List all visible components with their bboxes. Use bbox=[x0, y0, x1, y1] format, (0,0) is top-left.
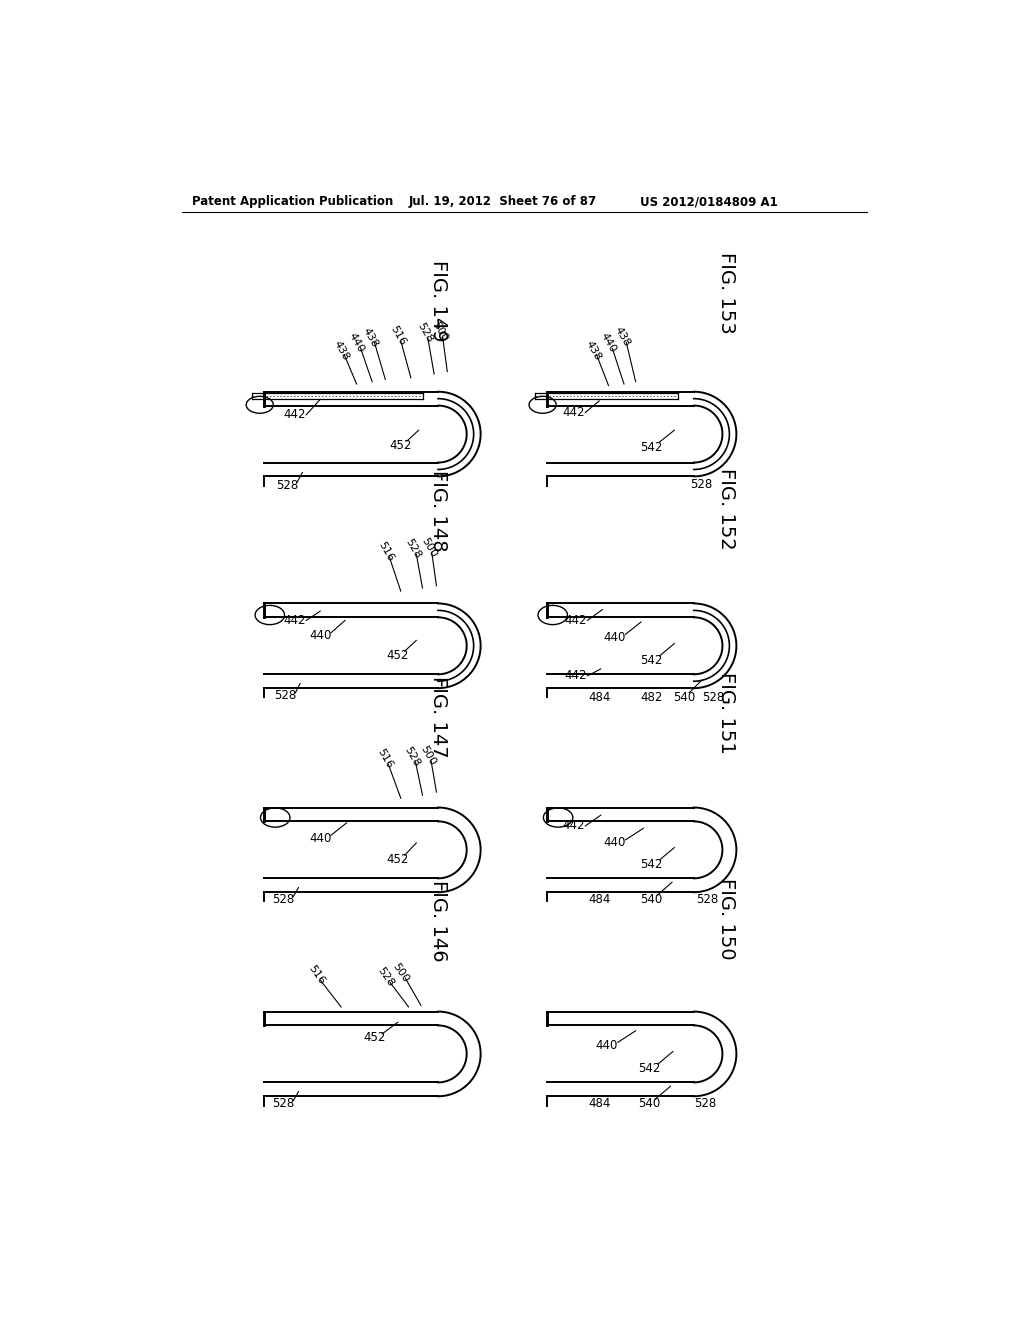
Text: FIG. 148: FIG. 148 bbox=[429, 470, 447, 552]
Text: 540: 540 bbox=[638, 1097, 659, 1110]
Text: 516: 516 bbox=[377, 540, 395, 562]
Text: 442: 442 bbox=[564, 669, 587, 682]
Text: 440: 440 bbox=[309, 630, 332, 643]
Text: 442: 442 bbox=[564, 614, 587, 627]
Text: 528: 528 bbox=[275, 479, 298, 492]
Text: 440: 440 bbox=[347, 331, 367, 355]
Text: 438: 438 bbox=[360, 326, 380, 350]
Text: 440: 440 bbox=[599, 331, 618, 355]
Text: 500: 500 bbox=[391, 961, 411, 985]
Text: 438: 438 bbox=[612, 325, 632, 348]
Text: 442: 442 bbox=[562, 407, 585, 418]
Text: 528: 528 bbox=[403, 537, 423, 561]
Text: 442: 442 bbox=[284, 408, 306, 421]
Text: FIG. 149: FIG. 149 bbox=[429, 260, 447, 342]
Text: 440: 440 bbox=[603, 631, 626, 644]
Text: FIG. 146: FIG. 146 bbox=[429, 880, 447, 961]
Text: 528: 528 bbox=[415, 322, 434, 345]
Text: FIG. 150: FIG. 150 bbox=[717, 878, 736, 960]
Text: 442: 442 bbox=[562, 820, 585, 833]
Text: 482: 482 bbox=[640, 690, 663, 704]
Text: 542: 542 bbox=[638, 1063, 660, 1074]
Text: US 2012/0184809 A1: US 2012/0184809 A1 bbox=[640, 195, 777, 209]
Text: 542: 542 bbox=[640, 653, 663, 667]
Text: FIG. 153: FIG. 153 bbox=[717, 252, 736, 334]
Text: 528: 528 bbox=[696, 894, 719, 907]
Text: 528: 528 bbox=[375, 965, 395, 989]
Text: 528: 528 bbox=[272, 894, 294, 907]
Text: 516: 516 bbox=[388, 323, 408, 347]
Text: 452: 452 bbox=[389, 440, 412, 453]
Text: 528: 528 bbox=[272, 1097, 294, 1110]
Text: 452: 452 bbox=[386, 648, 409, 661]
Text: FIG. 147: FIG. 147 bbox=[429, 676, 447, 758]
Text: 540: 540 bbox=[674, 690, 695, 704]
Text: 500: 500 bbox=[419, 743, 437, 767]
Text: 542: 542 bbox=[640, 858, 663, 871]
Text: 440: 440 bbox=[603, 837, 626, 850]
Text: 452: 452 bbox=[364, 1031, 386, 1044]
Text: 484: 484 bbox=[588, 894, 610, 907]
Text: 452: 452 bbox=[386, 853, 409, 866]
Text: 440: 440 bbox=[596, 1039, 618, 1052]
Text: 540: 540 bbox=[640, 894, 663, 907]
Text: 500: 500 bbox=[419, 536, 438, 558]
Text: Jul. 19, 2012  Sheet 76 of 87: Jul. 19, 2012 Sheet 76 of 87 bbox=[409, 195, 597, 209]
Text: 542: 542 bbox=[640, 441, 663, 454]
Text: 442: 442 bbox=[284, 614, 306, 627]
Text: 528: 528 bbox=[702, 690, 724, 704]
Text: 516: 516 bbox=[306, 964, 327, 986]
Text: FIG. 151: FIG. 151 bbox=[717, 672, 736, 754]
Text: 528: 528 bbox=[690, 478, 713, 491]
Text: 438: 438 bbox=[332, 339, 351, 363]
Text: 528: 528 bbox=[274, 689, 297, 702]
Text: 440: 440 bbox=[309, 832, 332, 845]
Text: FIG. 152: FIG. 152 bbox=[717, 467, 736, 549]
Text: 528: 528 bbox=[402, 744, 422, 768]
Text: 500: 500 bbox=[430, 319, 450, 343]
Text: 516: 516 bbox=[376, 747, 395, 771]
Text: 528: 528 bbox=[694, 1097, 717, 1110]
Text: 484: 484 bbox=[588, 690, 610, 704]
Text: 484: 484 bbox=[588, 1097, 610, 1110]
Text: Patent Application Publication: Patent Application Publication bbox=[191, 195, 393, 209]
Text: 438: 438 bbox=[584, 339, 603, 363]
